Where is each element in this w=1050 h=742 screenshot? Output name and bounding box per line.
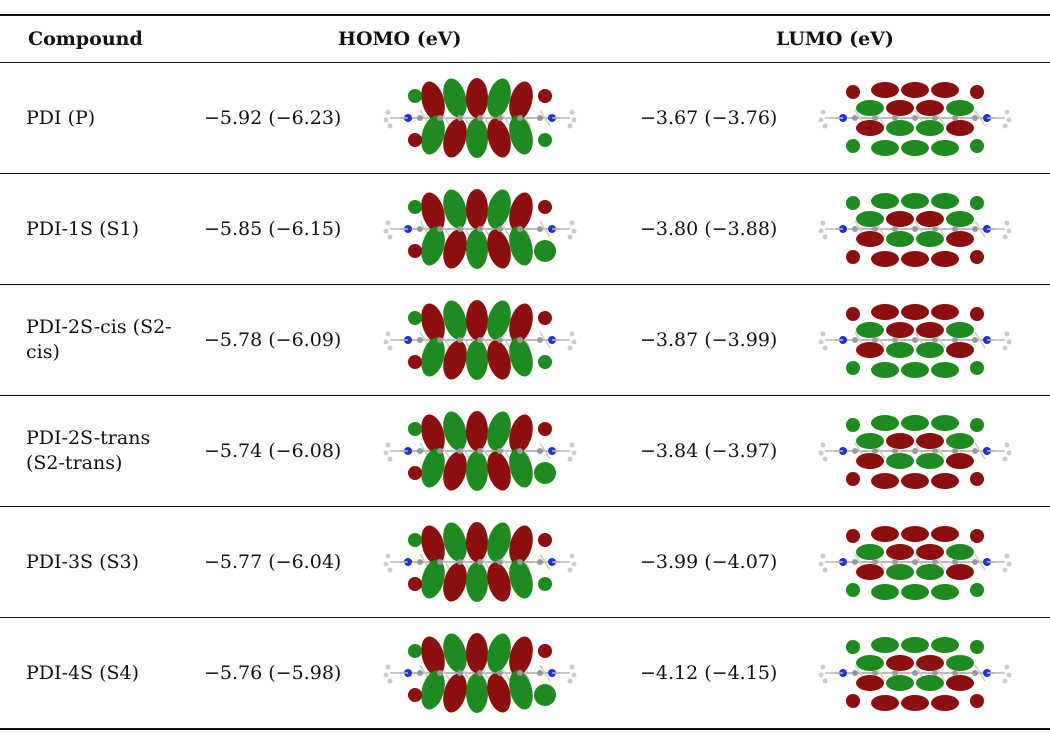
header-rule [0,62,1050,63]
homo-value-cell-text: −5.77 (−6.04) [204,550,342,573]
compound-cell: PDI-3S (S3) [26,507,186,617]
top-rule [0,14,1050,16]
compound-cell-text: PDI-1S (S1) [26,217,140,240]
lumo-value-cell: −3.67 (−3.76) [640,63,810,173]
lumo-value-cell-text: −4.12 (−4.15) [640,661,778,684]
homo-value-cell-text: −5.76 (−5.98) [204,661,342,684]
homo-orbital-image [383,633,577,713]
homo-value-cell-text: −5.85 (−6.15) [204,217,342,240]
lumo-orbital-image [818,415,1012,489]
table-row: PDI-2S-cis (S2-cis) −5.78 (−6.09) −3.87 (−… [0,285,1050,396]
homo-value-cell-text: −5.78 (−6.09) [204,328,342,351]
header-lumo: LUMO (eV) [776,28,894,50]
table-row: PDI-2S-trans (S2-trans) −5.74 (−6.08) −3.8… [0,396,1050,507]
lumo-value-cell-text: −3.84 (−3.97) [640,439,778,462]
homo-value-cell: −5.85 (−6.15) [204,174,374,284]
compound-cell-text: PDI-4S (S4) [26,661,140,684]
table-row: PDI-4S (S4) −5.76 (−5.98) −4.12 (−4.15) [0,618,1050,730]
homo-value-cell: −5.74 (−6.08) [204,396,374,506]
homo-orbital-image [383,78,577,158]
compound-cell: PDI (P) [26,63,186,173]
homo-orbital-image [383,189,577,269]
compound-cell-text: PDI-2S-cis (S2-cis) [26,316,172,363]
homo-value-cell: −5.78 (−6.09) [204,285,374,395]
table-row: PDI-1S (S1) −5.85 (−6.15) −3.80 (−3.88) [0,174,1050,285]
table-header: Compound HOMO (eV) LUMO (eV) [0,16,1050,62]
header-compound: Compound [28,28,143,50]
compound-cell: PDI-2S-cis (S2-cis) [26,285,186,395]
homo-orbital-image [383,411,577,491]
lumo-value-cell-text: −3.67 (−3.76) [640,106,778,129]
homo-value-cell-text: −5.92 (−6.23) [204,106,342,129]
table-row: PDI (P) −5.92 (−6.23) −3.67 (−3.76) [0,63,1050,174]
compound-cell: PDI-1S (S1) [26,174,186,284]
lumo-value-cell: −4.12 (−4.15) [640,618,810,728]
compound-cell: PDI-4S (S4) [26,618,186,728]
lumo-orbital-image [818,193,1012,267]
homo-value-cell-text: −5.74 (−6.08) [204,439,342,462]
homo-value-cell: −5.92 (−6.23) [204,63,374,173]
lumo-orbital-image [818,82,1012,156]
lumo-orbital-image [818,304,1012,378]
lumo-value-cell-text: −3.99 (−4.07) [640,550,778,573]
compound-cell: PDI-2S-trans (S2-trans) [26,396,186,506]
lumo-orbital-image [818,526,1012,600]
lumo-value-cell: −3.80 (−3.88) [640,174,810,284]
lumo-value-cell: −3.87 (−3.99) [640,285,810,395]
homo-orbital-image [383,522,577,602]
homo-value-cell: −5.76 (−5.98) [204,618,374,728]
homo-orbital-image [383,300,577,380]
lumo-orbital-image [818,637,1012,711]
lumo-value-cell-text: −3.80 (−3.88) [640,217,778,240]
compound-cell-text: PDI-2S-trans (S2-trans) [26,427,151,474]
compound-cell-text: PDI-3S (S3) [26,550,140,573]
lumo-value-cell-text: −3.87 (−3.99) [640,328,778,351]
header-homo: HOMO (eV) [338,28,462,50]
lumo-value-cell: −3.99 (−4.07) [640,507,810,617]
homo-value-cell: −5.77 (−6.04) [204,507,374,617]
compound-cell-text: PDI (P) [26,106,96,129]
lumo-value-cell: −3.84 (−3.97) [640,396,810,506]
table-row: PDI-3S (S3) −5.77 (−6.04) −3.99 (−4.07) [0,507,1050,618]
